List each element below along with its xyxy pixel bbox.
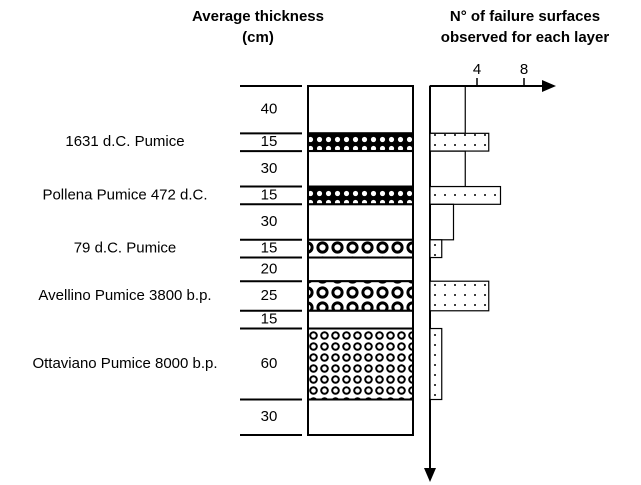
layer — [307, 132, 414, 153]
thickness-label: 30 — [261, 213, 278, 230]
bar — [429, 85, 466, 134]
thickness-label: 40 — [261, 101, 278, 118]
x-tick-label: 8 — [520, 61, 528, 78]
thickness-label: 15 — [261, 240, 278, 257]
thickness-label: 60 — [261, 355, 278, 372]
header: N° of failure surfaces — [450, 8, 600, 25]
bar — [429, 327, 443, 401]
bar — [429, 185, 502, 205]
layer-name: 79 d.C. Pumice — [74, 240, 177, 257]
layer — [307, 185, 414, 206]
layer-name: Pollena Pumice 472 d.C. — [42, 186, 207, 203]
layer — [307, 327, 414, 401]
layer — [307, 85, 414, 135]
x-tick-label: 4 — [473, 61, 481, 78]
header: (cm) — [242, 29, 274, 46]
thickness-label: 25 — [261, 287, 278, 304]
bar — [429, 280, 490, 312]
layer — [307, 203, 414, 241]
thickness-label: 30 — [261, 408, 278, 425]
thickness-label: 15 — [261, 186, 278, 203]
layer — [307, 309, 414, 330]
bar — [429, 203, 455, 241]
thickness-label: 15 — [261, 311, 278, 328]
layer — [307, 280, 414, 312]
bar — [429, 150, 466, 188]
arrow — [542, 80, 556, 92]
layer — [307, 398, 414, 437]
layer-name: Ottaviano Pumice 8000 b.p. — [32, 355, 217, 372]
layer — [307, 238, 414, 259]
bar — [429, 239, 443, 259]
thickness-label: 30 — [261, 160, 278, 177]
header: Average thickness — [192, 8, 324, 25]
layer-name: 1631 d.C. Pumice — [65, 133, 184, 150]
bar — [429, 132, 490, 152]
arrow — [424, 468, 436, 482]
header: observed for each layer — [441, 29, 610, 46]
layer-name: Avellino Pumice 3800 b.p. — [38, 287, 211, 304]
thickness-label: 20 — [261, 260, 278, 277]
thickness-label: 15 — [261, 133, 278, 150]
layer — [307, 256, 414, 283]
layer — [307, 150, 414, 188]
